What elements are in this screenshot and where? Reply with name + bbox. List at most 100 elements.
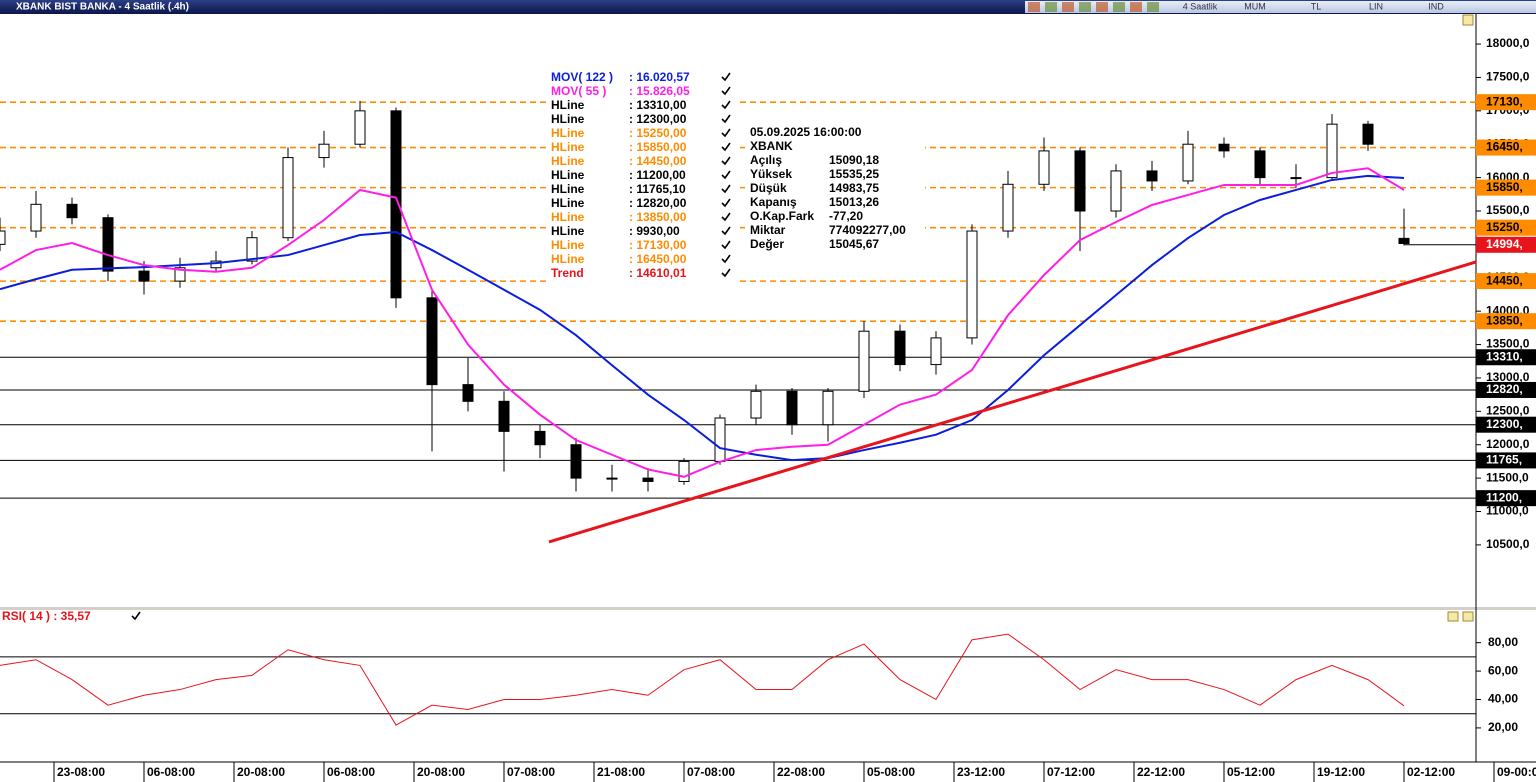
toolbar-icon xyxy=(1079,2,1091,12)
price-label: 11765, xyxy=(1486,453,1522,467)
legend-name: HLine xyxy=(551,196,585,210)
price-label-box xyxy=(1476,452,1536,469)
legend-name: HLine xyxy=(551,168,585,182)
x-tick-label: 20-08:00 xyxy=(417,765,465,779)
moving-average xyxy=(0,167,1405,478)
price-label: 14994, xyxy=(1486,237,1523,251)
x-tick-label: 23-08:00 xyxy=(57,765,105,779)
candle-body xyxy=(1038,150,1050,185)
candle-body xyxy=(138,270,150,282)
legend-value: : 11200,00 xyxy=(629,168,686,182)
legend-check xyxy=(721,72,731,82)
toolbar-icon xyxy=(1147,2,1159,12)
x-tick-label: 06-08:00 xyxy=(327,765,375,779)
y-tick-label: 60,00 xyxy=(1488,663,1518,677)
y-tick-label: 20,00 xyxy=(1488,720,1518,734)
info-label: Miktar xyxy=(750,223,786,237)
info-label: O.Kap.Fark xyxy=(750,209,814,223)
candle-body xyxy=(894,330,906,366)
legend-value: : 17130,00 xyxy=(629,238,687,252)
candle-body xyxy=(354,110,366,145)
x-tick-label: 07-12:00 xyxy=(1047,765,1095,779)
toolbar-item: IND xyxy=(1428,1,1444,11)
legend-check xyxy=(721,184,731,194)
candle-body xyxy=(966,230,978,339)
info-value: 14983,75 xyxy=(829,181,879,195)
toolbar-item: TL xyxy=(1311,1,1322,11)
toolbar-item: 4 Saatlik xyxy=(1183,1,1218,11)
legend-value: : 13850,00 xyxy=(629,210,687,224)
legend-check xyxy=(721,212,731,222)
legend-name: HLine xyxy=(551,224,585,238)
x-tick-label: 07-08:00 xyxy=(687,765,735,779)
legend-name: HLine xyxy=(551,112,585,126)
y-tick-label: 17500,0 xyxy=(1486,70,1530,84)
x-tick-label: 02-12:00 xyxy=(1407,765,1455,779)
price-label-box xyxy=(1476,313,1536,330)
y-tick-label: 18000,0 xyxy=(1486,36,1530,50)
legend-value: : 14450,00 xyxy=(629,154,687,168)
toolbar-icon xyxy=(1113,2,1125,12)
price-label-box xyxy=(1476,219,1536,236)
legend-check xyxy=(721,100,731,110)
legend-check xyxy=(721,128,731,138)
candle-body xyxy=(1182,143,1194,182)
candle-body xyxy=(930,337,942,366)
candle-body xyxy=(1398,237,1410,245)
candle-body xyxy=(462,384,474,402)
price-label-box xyxy=(1476,94,1536,111)
price-label-box xyxy=(1476,179,1536,196)
panel-button[interactable] xyxy=(1447,611,1459,622)
legend-value: : 15.826,05 xyxy=(629,84,690,98)
y-tick-label: 13500,0 xyxy=(1486,337,1530,351)
candle-body xyxy=(786,390,798,426)
y-tick-label: 11500,0 xyxy=(1486,470,1529,484)
toolbar-icon xyxy=(1045,2,1057,12)
x-tick-label: 09-00:00 xyxy=(1497,765,1536,779)
legend-bg xyxy=(548,70,736,282)
rsi-check xyxy=(131,611,141,621)
info-value: 774092277,00 xyxy=(829,223,906,237)
x-tick-label: 20-08:00 xyxy=(237,765,285,779)
legend-check xyxy=(721,142,731,152)
price-label: 14450, xyxy=(1486,273,1523,287)
candle-body xyxy=(426,297,438,386)
legend-name: MOV( 122 ) xyxy=(551,70,613,84)
candle-body xyxy=(1254,150,1266,179)
toolbar-icon xyxy=(1028,2,1040,12)
legend-check xyxy=(721,240,731,250)
candle-body xyxy=(390,110,402,299)
panel-button[interactable] xyxy=(1462,611,1474,622)
panel-button[interactable] xyxy=(1462,14,1474,26)
candle-body xyxy=(1110,170,1122,212)
toolbar-icon xyxy=(1130,2,1142,12)
candle-body xyxy=(1290,177,1302,180)
info-value: -77,20 xyxy=(829,209,863,223)
candle-body xyxy=(678,460,690,482)
legend-name: HLine xyxy=(551,210,585,224)
candle-body xyxy=(0,230,6,245)
candle-body xyxy=(282,157,294,239)
price-label: 11200, xyxy=(1486,490,1522,504)
layer-marks xyxy=(0,100,1477,726)
price-label: 12820, xyxy=(1486,382,1523,396)
price-label-box xyxy=(1476,349,1536,366)
candle-body xyxy=(714,417,726,462)
candle-body xyxy=(1326,123,1338,179)
legend-check xyxy=(721,198,731,208)
x-tick-label: 05-12:00 xyxy=(1227,765,1275,779)
price-label: 13310, xyxy=(1486,349,1523,363)
info-label: Yüksek xyxy=(750,167,792,181)
legend-value: : 16450,00 xyxy=(629,252,687,266)
window-title: XBANK BIST BANKA - 4 Saatlik (.4h) xyxy=(16,2,189,13)
x-tick-label: 22-12:00 xyxy=(1137,765,1185,779)
y-tick-label: 15500,0 xyxy=(1486,203,1530,217)
info-bg xyxy=(745,124,925,254)
candle-body xyxy=(534,430,546,446)
price-label-box xyxy=(1476,381,1536,398)
legend-check xyxy=(721,170,731,180)
y-tick-label: 12000,0 xyxy=(1486,437,1530,451)
candle-body xyxy=(822,390,834,426)
info-date: 05.09.2025 16:00:00 xyxy=(750,125,862,139)
